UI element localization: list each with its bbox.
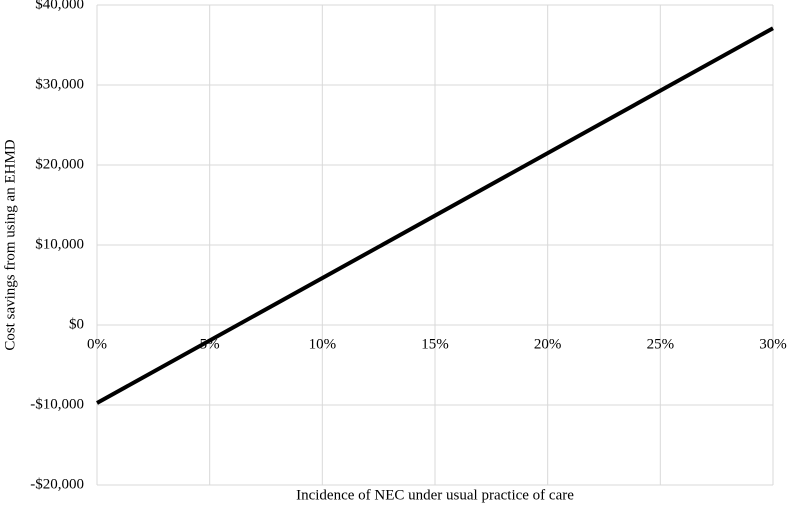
x-tick-label: 20% <box>534 336 562 352</box>
x-tick-label: 5% <box>200 336 220 352</box>
y-tick-label: $30,000 <box>35 76 84 92</box>
y-tick-label: $0 <box>69 316 84 332</box>
y-tick-label: $40,000 <box>35 0 84 12</box>
y-tick-label: -$20,000 <box>30 476 84 492</box>
x-tick-label: 15% <box>421 336 449 352</box>
y-tick-label: $20,000 <box>35 156 84 172</box>
y-tick-label: -$10,000 <box>30 396 84 412</box>
line <box>96 26 774 405</box>
x-axis-title: Incidence of NEC under usual practice of… <box>296 487 574 503</box>
y-axis-title: Cost savings from using an EHMD <box>2 139 18 350</box>
x-tick-label: 10% <box>309 336 337 352</box>
y-tick-label: $10,000 <box>35 236 84 252</box>
x-tick-label: 30% <box>759 336 787 352</box>
x-tick-label: 0% <box>87 336 107 352</box>
x-tick-label: 25% <box>647 336 675 352</box>
